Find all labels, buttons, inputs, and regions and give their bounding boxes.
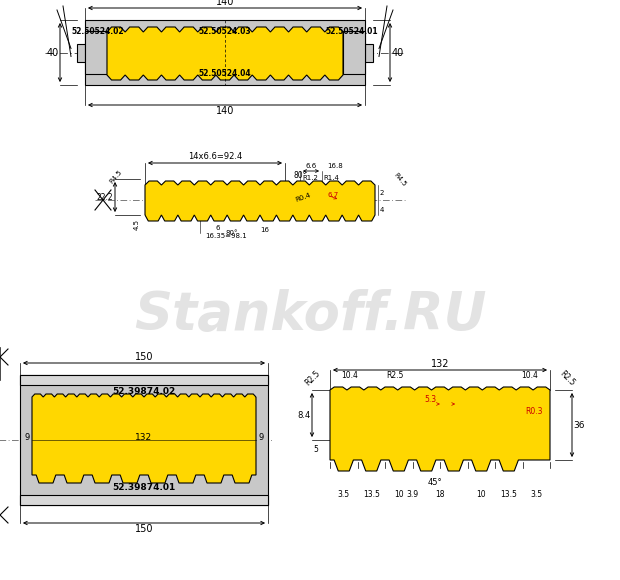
Text: 16.8: 16.8: [327, 163, 343, 169]
Text: 132: 132: [431, 359, 450, 369]
Bar: [343, 31, 365, 74]
Text: 52.50524.03: 52.50524.03: [198, 27, 251, 36]
Text: 52.50524.04: 52.50524.04: [198, 69, 251, 78]
Bar: [20, 375, 268, 505]
Text: 150: 150: [135, 352, 153, 362]
Polygon shape: [330, 387, 550, 471]
Bar: [85, 20, 365, 85]
Text: 9: 9: [24, 433, 30, 443]
Text: 36: 36: [574, 420, 585, 430]
Text: R4.5: R4.5: [108, 169, 123, 185]
Text: 140: 140: [216, 0, 234, 7]
Text: 6.6: 6.6: [306, 163, 317, 169]
Text: 52.50524.01: 52.50524.01: [326, 27, 378, 36]
Bar: [20, 495, 268, 505]
Text: R2.5: R2.5: [303, 369, 322, 387]
Text: 5.3: 5.3: [424, 395, 436, 404]
Text: R0.3: R0.3: [525, 408, 542, 416]
Text: 3.5: 3.5: [338, 490, 350, 499]
Text: 6: 6: [215, 225, 219, 231]
Text: 18: 18: [435, 490, 445, 499]
Bar: [85, 31, 107, 74]
Polygon shape: [32, 394, 256, 483]
Text: 14x6.6=92.4: 14x6.6=92.4: [188, 152, 242, 161]
Bar: [77, 44, 85, 61]
Text: 40: 40: [391, 48, 404, 57]
Text: 80°: 80°: [225, 230, 237, 236]
Text: 10.4: 10.4: [521, 371, 538, 380]
Text: 52.39874.02: 52.39874.02: [112, 387, 175, 397]
Text: 10: 10: [394, 490, 404, 499]
Text: 4: 4: [380, 207, 384, 213]
Text: R1.4: R1.4: [323, 175, 339, 181]
Text: 140: 140: [216, 106, 234, 116]
Text: 40: 40: [46, 48, 58, 57]
Text: 4.5: 4.5: [134, 219, 140, 230]
Text: Stankoff.RU: Stankoff.RU: [134, 289, 486, 341]
Text: 2: 2: [380, 190, 384, 196]
Text: R0.4: R0.4: [294, 191, 311, 202]
Text: 52.39874.01: 52.39874.01: [112, 484, 175, 492]
Text: 5: 5: [313, 445, 318, 455]
Text: 3.5: 3.5: [530, 490, 542, 499]
Text: 13.5: 13.5: [500, 490, 517, 499]
Text: 132: 132: [135, 433, 153, 443]
Text: 6.7: 6.7: [327, 192, 339, 198]
Text: R1.2: R1.2: [302, 175, 318, 181]
Text: 16.35=98.1: 16.35=98.1: [205, 233, 247, 239]
Text: R4.5: R4.5: [393, 172, 408, 188]
Text: 8.4: 8.4: [297, 411, 311, 419]
Text: 10: 10: [476, 490, 486, 499]
Text: 16: 16: [260, 227, 269, 233]
Polygon shape: [145, 181, 375, 221]
Text: R2.5: R2.5: [386, 371, 404, 380]
Bar: [20, 375, 268, 385]
Text: 45°: 45°: [428, 478, 442, 487]
Text: 13.5: 13.5: [363, 490, 379, 499]
Text: 80°: 80°: [293, 171, 306, 179]
Text: 52.50524.02: 52.50524.02: [72, 27, 125, 36]
Polygon shape: [107, 27, 343, 80]
Text: 9: 9: [259, 433, 263, 443]
Text: 22.2: 22.2: [97, 193, 113, 201]
Bar: [365, 44, 373, 61]
Text: R2.5: R2.5: [558, 369, 577, 387]
Text: 10.4: 10.4: [342, 371, 358, 380]
Text: 150: 150: [135, 524, 153, 534]
Text: 3.9: 3.9: [407, 490, 419, 499]
